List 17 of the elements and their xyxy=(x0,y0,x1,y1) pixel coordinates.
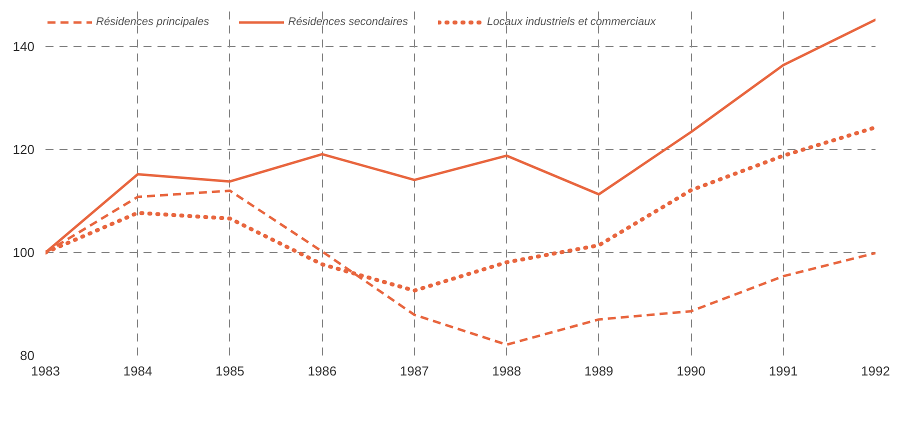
x-tick-label: 1984 xyxy=(123,364,152,378)
x-tick-label: 1989 xyxy=(584,364,614,378)
x-tick-label: 1990 xyxy=(676,364,706,378)
x-tick-label: 1983 xyxy=(31,364,60,378)
x-tick-label: 1985 xyxy=(215,364,244,378)
legend-label: Résidences principales xyxy=(96,16,210,28)
y-tick-label: 80 xyxy=(20,348,35,363)
y-tick-label: 100 xyxy=(12,245,35,260)
x-tick-label: 1991 xyxy=(768,364,798,378)
x-tick-label: 1986 xyxy=(308,364,337,378)
x-tick-label: 1992 xyxy=(861,364,890,378)
x-tick-label: 1988 xyxy=(492,364,522,378)
legend-label: Résidences secondaires xyxy=(288,16,408,28)
y-tick-label: 120 xyxy=(12,142,35,158)
legend-label: Locaux industriels et commerciaux xyxy=(486,16,656,28)
y-tick-label: 140 xyxy=(12,39,35,54)
x-tick-label: 1987 xyxy=(400,364,429,378)
